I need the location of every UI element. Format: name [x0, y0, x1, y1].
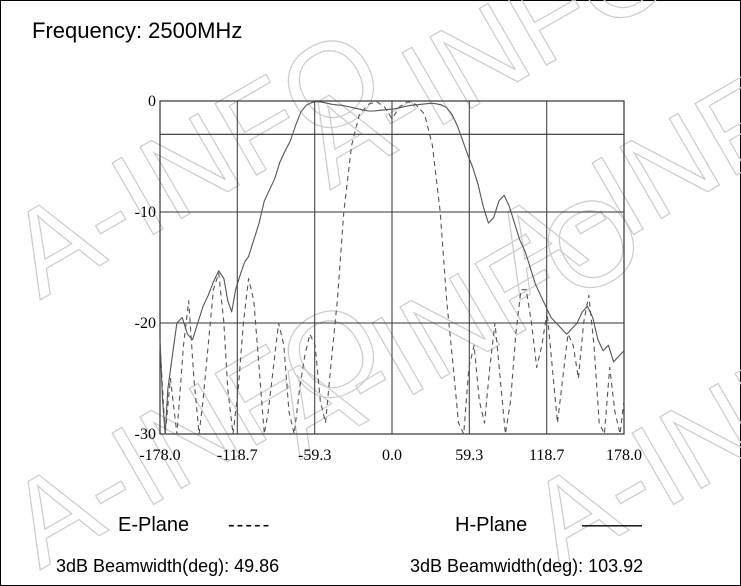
tick-label-layer: -178.0 -118.7 -59.3 0.0 59.3 118.7 178.0 0 -10 -2… — [135, 93, 642, 464]
e-plane-beamwidth: 3dB Beamwidth(deg): 49.86 — [56, 556, 280, 576]
legend-e-plane-line-glyph: ----- — [228, 514, 272, 536]
y-tick-label: -10 — [135, 204, 156, 221]
x-tick-label: 0.0 — [382, 447, 402, 464]
legend-e-plane-label: E-Plane — [118, 514, 190, 536]
x-tick-label: -118.7 — [217, 447, 258, 464]
series-layer — [159, 101, 625, 435]
series-h-plane-line — [159, 101, 625, 435]
y-tick-label: -30 — [135, 426, 156, 443]
x-tick-label: -178.0 — [139, 447, 180, 464]
y-tick-label: -20 — [135, 315, 156, 332]
legend-h-plane-line-glyph: ——— — [582, 514, 642, 536]
series-e-plane-line — [159, 101, 625, 435]
frequency-label: Frequency: 2500MHz — [32, 18, 243, 43]
legend-h-plane-label: H-Plane — [455, 514, 528, 536]
x-tick-label: 178.0 — [606, 447, 642, 464]
x-tick-label: 59.3 — [455, 447, 483, 464]
h-plane-beamwidth: 3dB Beamwidth(deg): 103.92 — [410, 556, 644, 576]
y-tick-label: 0 — [148, 93, 156, 110]
x-tick-label: -59.3 — [298, 447, 331, 464]
x-tick-label: 118.7 — [529, 447, 564, 464]
grid-layer — [159, 100, 625, 435]
